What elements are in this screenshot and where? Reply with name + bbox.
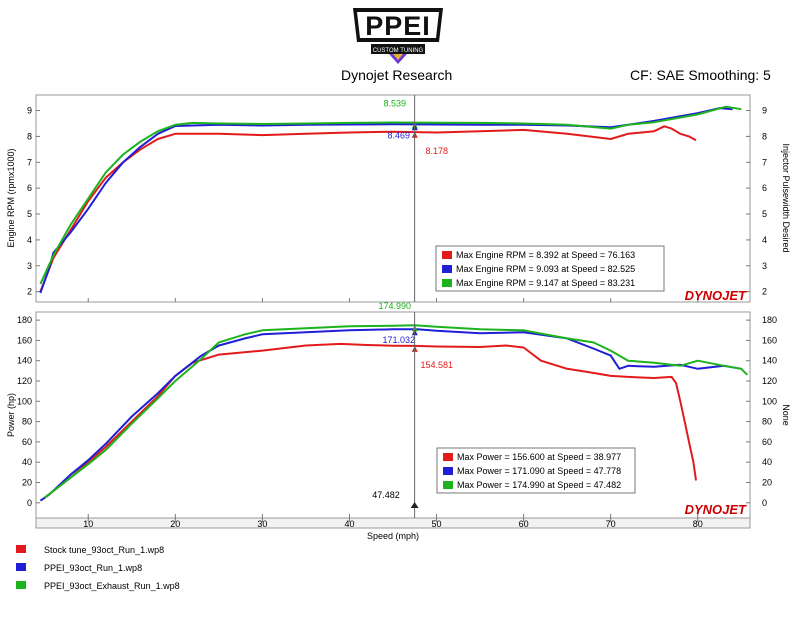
power-legend-text-2: Max Power = 174.990 at Speed = 47.482 xyxy=(457,480,621,490)
rpm-annotation-2: 8.178 xyxy=(426,146,449,156)
rpm-legend-text-2: Max Engine RPM = 9.147 at Speed = 83.231 xyxy=(456,278,635,288)
file-swatch-0 xyxy=(16,545,26,553)
rpm-series-0 xyxy=(39,125,697,292)
power-ytick-label-right: 20 xyxy=(762,477,772,487)
rpm-ytick-label-right: 8 xyxy=(762,131,767,141)
rpm-series-2 xyxy=(39,105,742,285)
power-series-1 xyxy=(39,328,742,502)
xtick-label: 10 xyxy=(83,519,93,529)
injector-axis-label: Injector Pulsewidth Desired xyxy=(781,143,791,252)
rpm-annotation-1: 8.469 xyxy=(388,130,411,140)
rpm-legend-swatch-1 xyxy=(442,265,452,273)
cursor-marker[interactable] xyxy=(410,502,419,508)
rpm-ytick-label-right: 6 xyxy=(762,183,767,193)
xtick-label: 50 xyxy=(432,519,442,529)
rpm-axis-label: Engine RPM (rpmx1000) xyxy=(6,148,16,247)
logo-text: PPEI xyxy=(365,11,431,41)
power-ytick-label-right: 180 xyxy=(762,315,777,325)
power-ytick-label-right: 120 xyxy=(762,376,777,386)
file-swatch-2 xyxy=(16,581,26,589)
power-ytick-label: 0 xyxy=(27,498,32,508)
rpm-ytick-label: 6 xyxy=(27,183,32,193)
rpm-ytick-label-right: 2 xyxy=(762,287,767,297)
rpm-ytick-label: 8 xyxy=(27,131,32,141)
power-ytick-label-right: 100 xyxy=(762,396,777,406)
rpm-ytick-label-right: 3 xyxy=(762,261,767,271)
none-axis-label: None xyxy=(781,404,791,426)
logo: PPEI CUSTOM TUNING xyxy=(349,2,447,66)
rpm-legend-swatch-0 xyxy=(442,251,452,259)
rpm-ytick-label-right: 9 xyxy=(762,106,767,116)
rpm-plot-frame xyxy=(35,94,751,303)
power-series-0 xyxy=(44,342,697,499)
cf-info: CF: SAE Smoothing: 5 xyxy=(630,67,771,83)
xtick-label: 30 xyxy=(257,519,267,529)
x-axis-label: Speed (mph) xyxy=(367,531,419,541)
power-ytick-label: 180 xyxy=(17,315,32,325)
xtick-label: 60 xyxy=(519,519,529,529)
power-ytick-label-right: 160 xyxy=(762,335,777,345)
power-legend-swatch-1 xyxy=(443,467,453,475)
power-ytick-label-right: 40 xyxy=(762,457,772,467)
power-legend: Max Power = 156.600 at Speed = 38.977 Ma… xyxy=(436,447,636,494)
power-ytick-label: 120 xyxy=(17,376,32,386)
cursor-speed-label: 47.482 xyxy=(372,490,400,500)
power-ytick-label: 60 xyxy=(22,437,32,447)
power-ytick-label: 140 xyxy=(17,356,32,366)
brand-title: Dynojet Research xyxy=(341,67,453,83)
power-ytick-label-right: 140 xyxy=(762,356,777,366)
file-list: Stock tune_93oct_Run_1.wp8 PPEI_93oct_Ru… xyxy=(16,545,180,591)
xtick-label: 70 xyxy=(606,519,616,529)
rpm-ytick-label: 5 xyxy=(27,209,32,219)
power-annotation-0: 174.990 xyxy=(378,301,411,311)
rpm-ytick-label-right: 4 xyxy=(762,235,767,245)
rpm-annotation-0: 8.539 xyxy=(384,98,407,108)
xtick-label: 20 xyxy=(170,519,180,529)
power-ytick-label-right: 60 xyxy=(762,437,772,447)
logo-sub: CUSTOM TUNING xyxy=(373,48,424,54)
file-name-2[interactable]: PPEI_93oct_Exhaust_Run_1.wp8 xyxy=(44,581,180,591)
file-name-1[interactable]: PPEI_93oct_Run_1.wp8 xyxy=(44,563,142,573)
power-annotation-2: 154.581 xyxy=(420,360,453,370)
power-annotation-1: 171.032 xyxy=(382,335,415,345)
dynojet-mark-bottom: DYNOJET xyxy=(685,502,747,517)
rpm-ytick-label: 7 xyxy=(27,157,32,167)
xtick-label: 80 xyxy=(693,519,703,529)
rpm-legend-swatch-2 xyxy=(442,279,452,287)
file-swatch-1 xyxy=(16,563,26,571)
rpm-ytick-label-right: 7 xyxy=(762,157,767,167)
dynojet-mark-top: DYNOJET xyxy=(685,288,747,303)
x-axis-band xyxy=(35,517,751,529)
power-axis-label: Power (hp) xyxy=(6,393,16,437)
xtick-label: 40 xyxy=(344,519,354,529)
rpm-ytick-label: 9 xyxy=(27,106,32,116)
power-legend-text-1: Max Power = 171.090 at Speed = 47.778 xyxy=(457,466,621,476)
power-series-2 xyxy=(44,324,749,499)
power-ytick-label: 40 xyxy=(22,457,32,467)
rpm-legend-text-1: Max Engine RPM = 9.093 at Speed = 82.525 xyxy=(456,264,635,274)
power-legend-text-0: Max Power = 156.600 at Speed = 38.977 xyxy=(457,452,621,462)
power-legend-swatch-0 xyxy=(443,453,453,461)
power-ytick-label-right: 0 xyxy=(762,498,767,508)
power-ytick-label: 100 xyxy=(17,396,32,406)
rpm-ytick-label: 2 xyxy=(27,287,32,297)
file-name-0[interactable]: Stock tune_93oct_Run_1.wp8 xyxy=(44,545,164,555)
rpm-ytick-label: 4 xyxy=(27,235,32,245)
rpm-ytick-label: 3 xyxy=(27,261,32,271)
power-ytick-label-right: 80 xyxy=(762,417,772,427)
rpm-ytick-label-right: 5 xyxy=(762,209,767,219)
power-ytick-label: 20 xyxy=(22,477,32,487)
power-ytick-label: 160 xyxy=(17,335,32,345)
power-ytick-label: 80 xyxy=(22,417,32,427)
rpm-legend: Max Engine RPM = 8.392 at Speed = 76.163… xyxy=(435,245,665,292)
power-legend-swatch-2 xyxy=(443,481,453,489)
rpm-legend-text-0: Max Engine RPM = 8.392 at Speed = 76.163 xyxy=(456,250,635,260)
